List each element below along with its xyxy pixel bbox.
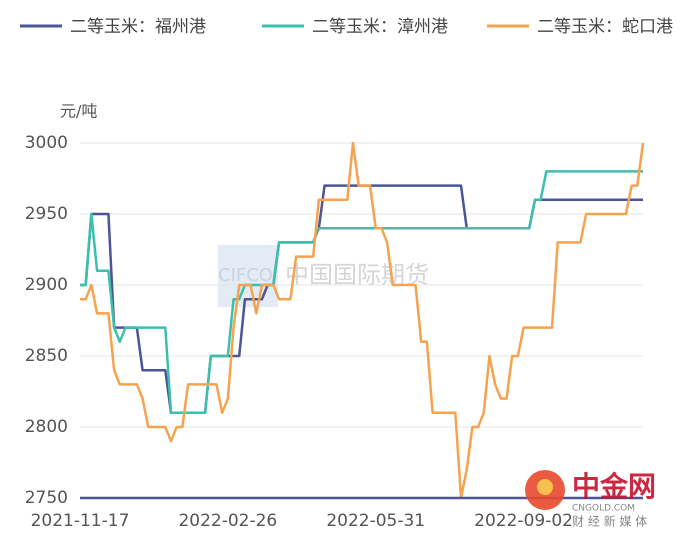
- plot: 2750 2800 2850 2900 2950 3000 2021-11-17 2022-0…: [20, 17, 673, 531]
- y-tick-label: 3000: [25, 133, 68, 153]
- y-tick-label: 2850: [25, 346, 68, 366]
- watermark-box: [218, 245, 278, 307]
- y-axis-label: 元/吨: [60, 102, 97, 121]
- watermark-logo: 中金网: [572, 470, 656, 503]
- y-tick-label: 2750: [25, 488, 68, 508]
- x-tick-label: 2022-09-02: [474, 511, 573, 531]
- x-tick-label: 2021-11-17: [31, 511, 130, 531]
- watermark-logo: 财 经 新 媒 体: [572, 514, 647, 529]
- series-line: [80, 141, 645, 500]
- y-tick-label: 2800: [25, 417, 68, 437]
- series-line: [80, 184, 643, 415]
- watermark-logo: CNGOLD.COM: [572, 504, 635, 514]
- legend-label: 二等玉米：福州港: [70, 17, 206, 37]
- series-line: [80, 170, 643, 415]
- y-tick-label: 2900: [25, 275, 68, 295]
- legend-label: 二等玉米：蛇口港: [537, 17, 673, 37]
- watermark: CIFCO: [218, 265, 273, 286]
- y-tick-label: 2950: [25, 204, 68, 224]
- x-tick-label: 2022-02-26: [178, 511, 277, 531]
- x-tick-label: 2022-05-31: [326, 511, 425, 531]
- logo-icon: [537, 479, 553, 495]
- legend-label: 二等玉米：漳州港: [312, 17, 448, 37]
